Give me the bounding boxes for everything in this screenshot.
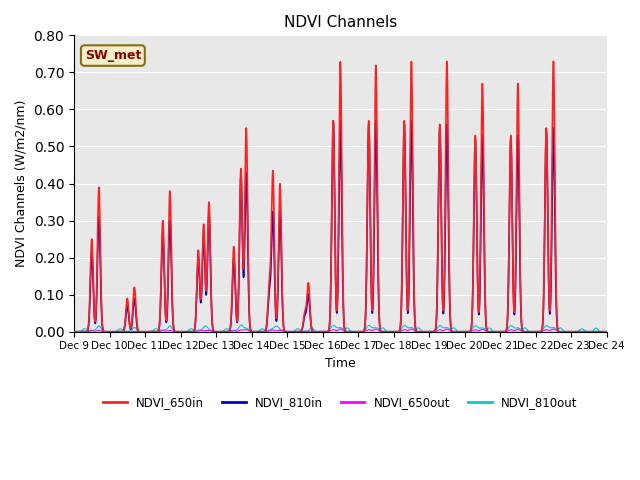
- NDVI_650in: [535, 329, 543, 335]
- NDVI_650in: [603, 329, 611, 335]
- NDVI_650out: [603, 329, 611, 335]
- NDVI_810out: [535, 329, 543, 335]
- NDVI_810in: [275, 269, 282, 275]
- NDVI_650out: [535, 329, 543, 335]
- NDVI_810out: [163, 326, 170, 332]
- NDVI_650out: [275, 328, 282, 334]
- NDVI_650out: [550, 326, 557, 332]
- NDVI_810out: [237, 322, 245, 328]
- Line: NDVI_810in: NDVI_810in: [74, 121, 607, 332]
- NDVI_650in: [131, 286, 139, 292]
- NDVI_810in: [408, 118, 415, 124]
- NDVI_650in: [298, 328, 305, 334]
- NDVI_650out: [163, 328, 170, 334]
- NDVI_650out: [70, 329, 78, 335]
- Line: NDVI_810out: NDVI_810out: [74, 325, 607, 332]
- NDVI_650in: [550, 59, 557, 64]
- NDVI_810out: [298, 328, 305, 334]
- NDVI_650out: [131, 328, 139, 334]
- NDVI_650in: [163, 318, 170, 324]
- Legend: NDVI_650in, NDVI_810in, NDVI_650out, NDVI_810out: NDVI_650in, NDVI_810in, NDVI_650out, NDV…: [99, 391, 582, 413]
- NDVI_810in: [535, 329, 543, 335]
- NDVI_650in: [70, 329, 78, 335]
- NDVI_810in: [163, 320, 170, 325]
- NDVI_810in: [70, 329, 78, 335]
- Line: NDVI_650in: NDVI_650in: [74, 61, 607, 332]
- X-axis label: Time: Time: [325, 357, 356, 370]
- Text: SW_met: SW_met: [84, 49, 141, 62]
- NDVI_810out: [603, 329, 611, 335]
- NDVI_650out: [298, 329, 305, 335]
- NDVI_650in: [275, 257, 282, 263]
- NDVI_810in: [298, 328, 305, 334]
- NDVI_810in: [131, 297, 139, 302]
- NDVI_810out: [275, 324, 282, 330]
- NDVI_810in: [603, 329, 611, 335]
- NDVI_810out: [131, 324, 139, 330]
- NDVI_650out: [593, 329, 600, 335]
- NDVI_810out: [70, 329, 78, 335]
- Y-axis label: NDVI Channels (W/m2/nm): NDVI Channels (W/m2/nm): [15, 100, 28, 267]
- Title: NDVI Channels: NDVI Channels: [284, 15, 397, 30]
- NDVI_810in: [593, 329, 600, 335]
- Line: NDVI_650out: NDVI_650out: [74, 329, 607, 332]
- NDVI_650in: [593, 329, 600, 335]
- NDVI_810out: [593, 325, 600, 331]
